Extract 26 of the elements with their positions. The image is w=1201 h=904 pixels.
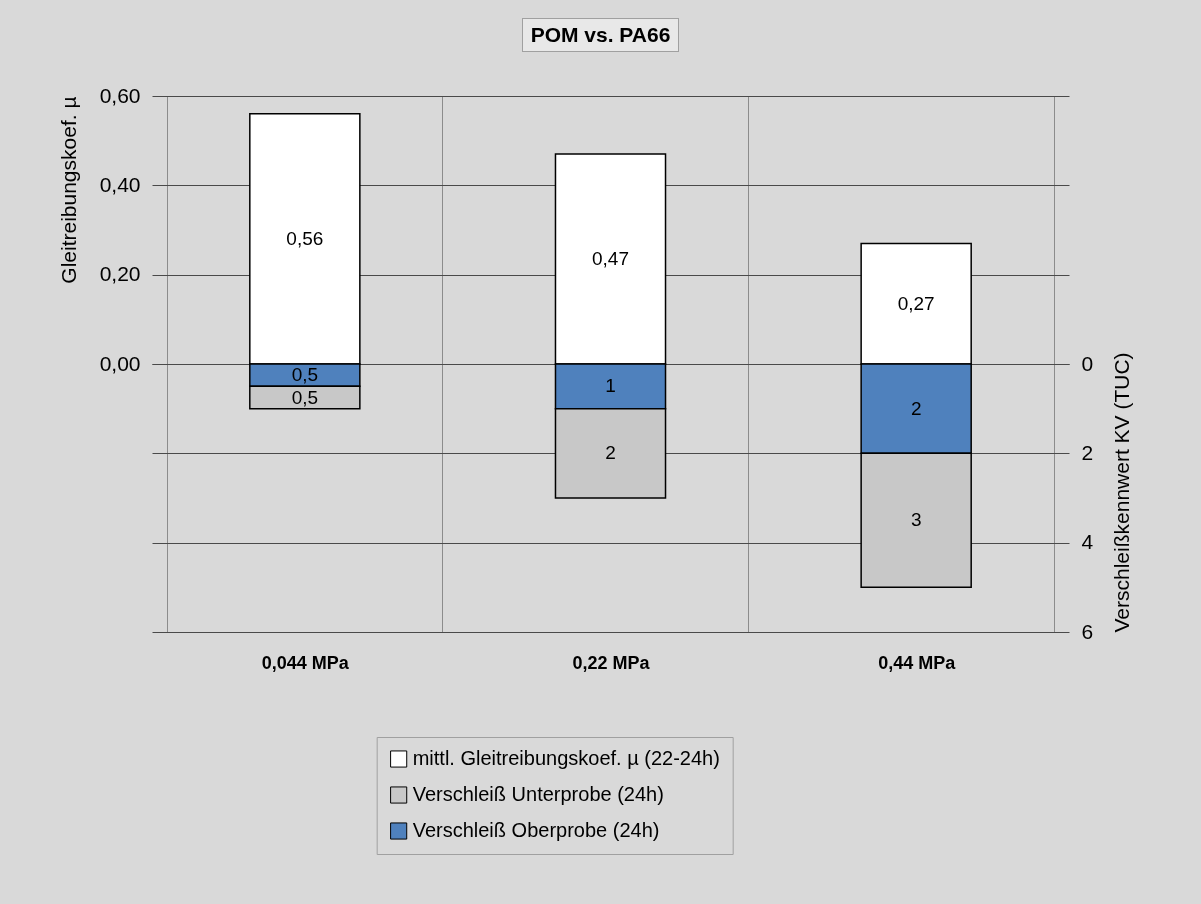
y-tick-label: 0,00 — [99, 351, 141, 375]
y2-tick-label: 4 — [1081, 530, 1094, 554]
legend-label: Verschleiß Oberprobe (24h) — [412, 819, 660, 841]
chart-title: POM vs. PA66 — [521, 18, 680, 52]
x-tick-label: 0,22 MPa — [572, 652, 651, 673]
legend-label: mittl. Gleitreibungskoef. µ (22-24h) — [412, 747, 720, 769]
data-label: 0,5 — [291, 386, 319, 408]
y2-tick-label: 2 — [1081, 440, 1094, 464]
y-tick-label: 0,40 — [99, 172, 141, 196]
data-label: 3 — [910, 509, 922, 531]
data-label: 0,27 — [897, 292, 935, 314]
data-label: 0,47 — [592, 248, 629, 270]
data-label: 2 — [605, 442, 616, 464]
data-label: 2 — [910, 397, 922, 419]
x-tick-label: 0,044 MPa — [261, 652, 350, 673]
data-label: 0,5 — [291, 364, 319, 386]
y-tick-label: 0,20 — [99, 262, 141, 286]
legend-label: Verschleiß Unterprobe (24h) — [412, 783, 664, 805]
data-label: 0,56 — [286, 227, 324, 249]
data-label: 1 — [605, 375, 616, 397]
y-axis-title: Gleitreibungskoef. µ — [56, 96, 80, 284]
y2-tick-label: 6 — [1081, 619, 1094, 643]
x-tick-label: 0,44 MPa — [878, 652, 957, 673]
y2-axis-title: Verschleißkennwert KV (TUC) — [1110, 352, 1134, 633]
y-tick-label: 0,60 — [99, 83, 141, 107]
y2-tick-label: 0 — [1081, 351, 1094, 375]
